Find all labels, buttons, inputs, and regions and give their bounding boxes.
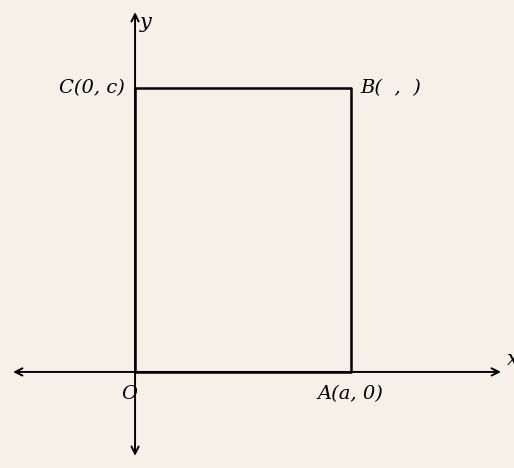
Text: C(0, c): C(0, c) (59, 79, 125, 97)
Text: A(a, 0): A(a, 0) (318, 386, 383, 403)
Text: O: O (121, 386, 137, 403)
Text: x: x (507, 350, 514, 369)
Text: y: y (140, 13, 151, 32)
Text: B(  ,  ): B( , ) (360, 79, 421, 97)
